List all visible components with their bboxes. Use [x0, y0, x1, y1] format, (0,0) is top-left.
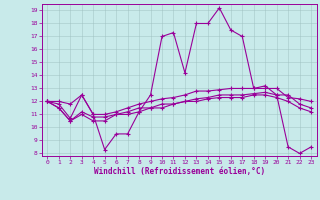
X-axis label: Windchill (Refroidissement éolien,°C): Windchill (Refroidissement éolien,°C) — [94, 167, 265, 176]
